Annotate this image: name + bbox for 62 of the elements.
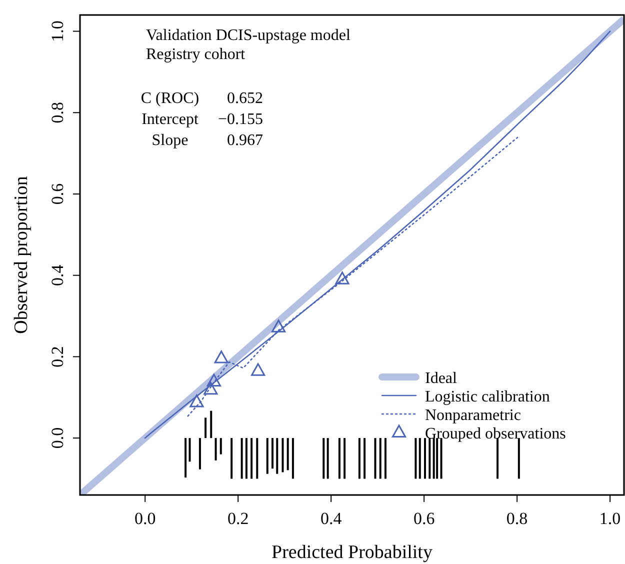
bar — [214, 438, 217, 460]
bar — [266, 438, 268, 474]
annotation: Validation DCIS-upstage model — [146, 27, 351, 44]
y-tick-label: 0.4 — [48, 264, 67, 286]
annotation: Registry cohort — [146, 46, 246, 63]
bar — [384, 438, 386, 479]
x-axis-title: Predicted Probability — [272, 542, 433, 563]
legend-label: Nonparametric — [425, 407, 521, 424]
bar — [204, 418, 207, 438]
bar — [240, 438, 243, 479]
x-tick-label: 0.4 — [320, 509, 342, 528]
point — [190, 394, 204, 408]
bar — [256, 438, 258, 479]
bar — [414, 438, 417, 479]
y-tick-label: 1.0 — [48, 20, 67, 42]
bar — [374, 438, 376, 479]
x-tick-label: 0.2 — [227, 509, 249, 528]
y-tick-label: 0.8 — [48, 102, 67, 124]
bar — [418, 438, 421, 479]
x-tick-label: 0.6 — [413, 509, 435, 528]
point — [204, 382, 218, 395]
bar — [338, 438, 340, 479]
bar — [184, 438, 187, 478]
bar — [286, 438, 289, 470]
bar — [276, 438, 278, 474]
bar — [496, 438, 499, 479]
bar — [188, 438, 191, 462]
x-tick-label: 0.0 — [134, 509, 156, 528]
point — [214, 350, 228, 364]
bar — [220, 438, 222, 454]
legend-label: Ideal — [425, 370, 458, 387]
bar — [379, 438, 382, 479]
bar — [326, 438, 329, 479]
text: C (ROC) 0.652 — [140, 90, 263, 107]
bar — [245, 438, 248, 479]
point — [206, 374, 221, 386]
bar — [292, 438, 294, 479]
bar — [271, 438, 274, 469]
point — [271, 320, 286, 332]
point — [251, 363, 266, 376]
bar — [210, 410, 212, 438]
bar — [282, 438, 284, 472]
bar — [344, 438, 346, 479]
y-tick-label: 0.0 — [48, 427, 67, 449]
x-tick-label: 1.0 — [599, 509, 621, 528]
bar — [230, 438, 233, 479]
bar — [198, 438, 201, 470]
bar — [250, 438, 253, 479]
y-tick-label: 0.6 — [48, 183, 67, 205]
bar — [518, 438, 520, 479]
x-tick-label: 0.8 — [506, 509, 528, 528]
text: Slope 0.967 — [152, 132, 263, 149]
bar — [358, 438, 360, 479]
legend-label: Grouped observations — [425, 426, 566, 442]
text: Intercept −0.155 — [142, 111, 263, 128]
bar — [424, 438, 426, 479]
point — [335, 272, 350, 284]
y-tick-label: 0.2 — [48, 346, 67, 368]
legend-label: Logistic calibration — [425, 388, 550, 406]
bar — [364, 438, 366, 479]
bar — [322, 438, 325, 479]
y-axis-title: Observed proportion — [11, 176, 32, 334]
